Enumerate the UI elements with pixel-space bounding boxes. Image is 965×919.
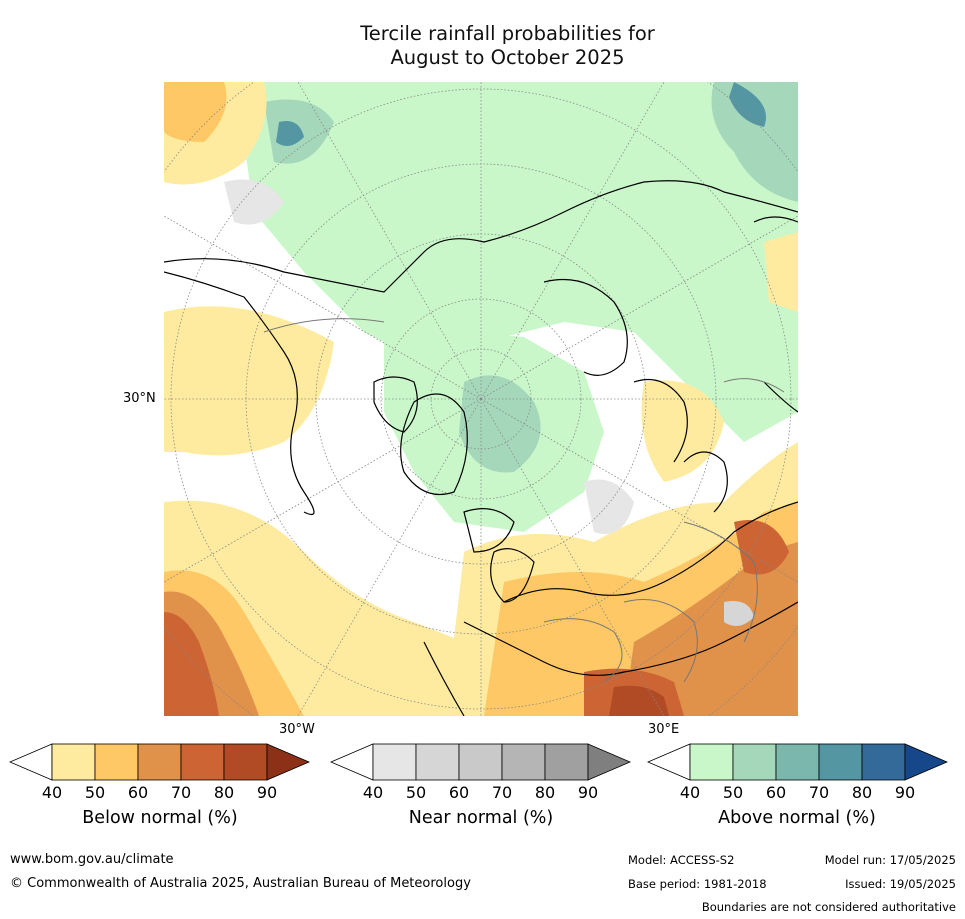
country-borders	[263, 318, 785, 683]
below-normal-region-sw-stronger	[164, 612, 219, 716]
colorbar-below-normal	[8, 743, 311, 781]
colorbar-below-title: Below normal (%)	[82, 808, 238, 828]
colorbar-near-normal-svg	[329, 743, 632, 781]
above-normal-strong-nw	[276, 121, 304, 146]
near-normal-region-3	[724, 601, 754, 626]
colorbar-segment	[266, 743, 311, 781]
near-normal-region-1	[224, 179, 284, 225]
below-normal-region-east-asia	[764, 232, 798, 312]
colorbar-segment	[587, 743, 632, 781]
coastlines	[164, 180, 798, 716]
colorbar-near-normal	[329, 743, 632, 781]
lon-label-30w: 30°W	[279, 722, 315, 737]
colorbar-segment	[458, 743, 503, 781]
colorbar-segment	[51, 743, 96, 781]
colorbar-above-normal	[646, 743, 949, 781]
colorbar-segment	[689, 743, 734, 781]
colorbar-segment	[137, 743, 182, 781]
colorbar-tick: 50	[722, 783, 744, 802]
colorbar-segment	[372, 743, 417, 781]
colorbar-tick: 40	[679, 783, 701, 802]
colorbar-tick: 90	[256, 783, 278, 802]
above-normal-region-central	[459, 375, 541, 473]
map-canvas	[164, 82, 798, 716]
below-normal-region-middle-east	[624, 542, 798, 716]
colorbar-segment	[8, 743, 53, 781]
model-text: Model: ACCESS-S2	[628, 853, 735, 867]
issued-text: Issued: 19/05/2025	[845, 877, 956, 891]
colorbar-segment	[818, 743, 863, 781]
colorbar-tick: 80	[213, 783, 235, 802]
map-title: Tercile rainfall probabilities for Augus…	[0, 22, 965, 70]
above-normal-region-ne	[711, 82, 798, 202]
lat-label-30n: 30°N	[123, 391, 156, 406]
polar-probability-map	[164, 82, 798, 716]
colorbar-segment	[732, 743, 777, 781]
colorbar-tick: 90	[894, 783, 916, 802]
copyright-text: © Commonwealth of Australia 2025, Austra…	[10, 876, 471, 891]
model-run-text: Model run: 17/05/2025	[824, 853, 956, 867]
colorbar-tick: 90	[577, 783, 599, 802]
below-normal-region-nw-mid	[164, 82, 227, 142]
colorbar-tick: 60	[127, 783, 149, 802]
colorbar-above-title: Above normal (%)	[718, 808, 876, 828]
colorbar-tick: 50	[84, 783, 106, 802]
map-title-line2: August to October 2025	[390, 46, 625, 69]
colorbar-tick: 40	[41, 783, 63, 802]
colorbar-segment	[775, 743, 820, 781]
lon-label-30e: 30°E	[648, 722, 680, 737]
colorbar-segment	[415, 743, 460, 781]
colorbar-segment	[861, 743, 906, 781]
colorbar-segment	[223, 743, 268, 781]
colorbar-tick: 50	[405, 783, 427, 802]
base-period-text: Base period: 1981-2018	[628, 877, 767, 891]
colorbar-tick: 60	[448, 783, 470, 802]
colorbar-segment	[646, 743, 691, 781]
colorbar-tick: 70	[808, 783, 830, 802]
website-link[interactable]: www.bom.gov.au/climate	[10, 852, 174, 867]
colorbar-segment	[180, 743, 225, 781]
colorbar-segment	[501, 743, 546, 781]
map-title-line1: Tercile rainfall probabilities for	[360, 22, 655, 45]
colorbar-segment	[94, 743, 139, 781]
colorbar-segment	[544, 743, 589, 781]
colorbar-segment	[904, 743, 949, 781]
colorbar-above-normal-svg	[646, 743, 949, 781]
near-normal-region-2	[584, 479, 634, 534]
above-normal-region-north	[244, 82, 798, 442]
below-normal-region-central-asia	[641, 380, 724, 482]
above-normal-strong-ne	[729, 82, 766, 127]
disclaimer-text: Boundaries are not considered authoritat…	[701, 900, 956, 914]
colorbar-tick: 70	[170, 783, 192, 802]
colorbar-near-title: Near normal (%)	[408, 808, 554, 828]
colorbar-segment	[329, 743, 374, 781]
colorbar-tick: 40	[362, 783, 384, 802]
below-normal-region-arabia	[734, 520, 789, 575]
colorbar-below-normal-svg	[8, 743, 311, 781]
colorbar-tick: 80	[851, 783, 873, 802]
graticule	[164, 82, 798, 716]
colorbar-tick: 60	[765, 783, 787, 802]
colorbar-tick: 80	[534, 783, 556, 802]
colorbar-tick: 70	[491, 783, 513, 802]
below-normal-region-north-africa-strong	[609, 685, 669, 716]
below-normal-region-west	[164, 306, 334, 456]
